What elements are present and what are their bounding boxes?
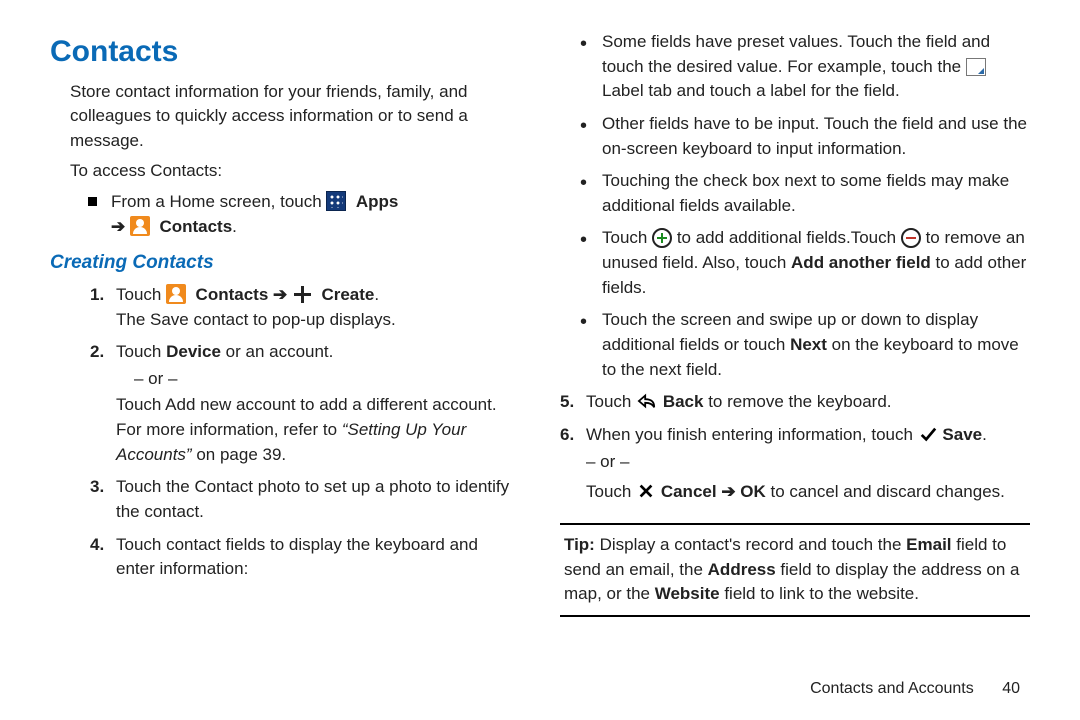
step4-text: Touch contact fields to display the keyb… bbox=[116, 533, 520, 582]
access-label: To access Contacts: bbox=[70, 159, 520, 184]
b1a: Some fields have preset values. Touch th… bbox=[602, 32, 990, 76]
add-field-icon bbox=[652, 228, 672, 248]
bullet-checkbox: Touching the check box next to some fiel… bbox=[580, 169, 1030, 218]
footer-text: Contacts and Accounts bbox=[810, 680, 974, 697]
contacts-icon bbox=[166, 284, 186, 304]
arrow-icon: ➔ bbox=[273, 285, 292, 304]
step6-pre: When you finish entering information, to… bbox=[586, 425, 918, 444]
step6-save: Save bbox=[942, 425, 982, 444]
intro-text: Store contact information for your frien… bbox=[70, 80, 520, 154]
label-icon bbox=[966, 58, 986, 76]
step6-or-post: to cancel and discard changes. bbox=[766, 482, 1005, 501]
apps-icon bbox=[326, 191, 346, 211]
step1-line2: The Save contact to pop-up displays. bbox=[116, 310, 396, 329]
apps-label: Apps bbox=[356, 192, 399, 211]
b3: Touching the check box next to some fiel… bbox=[602, 169, 1030, 218]
step1-pre: Touch bbox=[116, 285, 166, 304]
step2-post: or an account. bbox=[221, 342, 333, 361]
step-6: 6. When you finish entering information,… bbox=[560, 423, 1030, 505]
page-heading: Contacts bbox=[50, 30, 520, 74]
step5-post: to remove the keyboard. bbox=[703, 392, 891, 411]
step6-or-pre: Touch bbox=[586, 482, 636, 501]
or-text: – or – bbox=[586, 450, 1030, 475]
step-2: 2. Touch Device or an account. – or – To… bbox=[90, 340, 520, 467]
b2: Other fields have to be input. Touch the… bbox=[602, 112, 1030, 161]
step-5: 5. Touch Back to remove the keyboard. bbox=[560, 390, 1030, 415]
bullet-preset: Some fields have preset values. Touch th… bbox=[580, 30, 1030, 104]
step-1: 1. Touch Contacts ➔ Create. The Save con… bbox=[90, 283, 520, 332]
access-step: From a Home screen, touch Apps ➔ Contact… bbox=[88, 190, 520, 239]
step1-contacts: Contacts bbox=[196, 285, 269, 304]
tip-website: Website bbox=[655, 584, 720, 603]
step2-device: Device bbox=[166, 342, 221, 361]
tip-email: Email bbox=[906, 535, 951, 554]
check-icon bbox=[918, 425, 938, 443]
b4b: to add additional fields.Touch bbox=[677, 228, 901, 247]
remove-field-icon bbox=[901, 228, 921, 248]
step-4: 4. Touch contact fields to display the k… bbox=[90, 533, 520, 582]
square-bullet-icon bbox=[88, 197, 97, 206]
bullet-input: Other fields have to be input. Touch the… bbox=[580, 112, 1030, 161]
b4-add: Add another field bbox=[791, 253, 931, 272]
step2-line2b: on page 39. bbox=[192, 445, 287, 464]
left-column: Contacts Store contact information for y… bbox=[50, 30, 520, 617]
step-3: 3. Touch the Contact photo to set up a p… bbox=[90, 475, 520, 524]
tip-label: Tip: bbox=[564, 535, 595, 554]
step3-text: Touch the Contact photo to set up a phot… bbox=[116, 475, 520, 524]
tip-d: field to link to the website. bbox=[720, 584, 919, 603]
subheading: Creating Contacts bbox=[50, 249, 520, 277]
back-icon bbox=[636, 392, 658, 410]
step2-pre: Touch bbox=[116, 342, 166, 361]
arrow-icon: ➔ bbox=[721, 482, 740, 501]
b5-next: Next bbox=[790, 335, 827, 354]
arrow-icon: ➔ bbox=[111, 217, 125, 236]
tip-a: Display a contact's record and touch the bbox=[595, 535, 906, 554]
right-column: Some fields have preset values. Touch th… bbox=[560, 30, 1030, 617]
b1b: Label tab and touch a label for the fiel… bbox=[602, 81, 900, 100]
or-text: – or – bbox=[134, 367, 520, 392]
plus-icon bbox=[292, 284, 312, 304]
page-number: 40 bbox=[1002, 680, 1020, 697]
b4a: Touch bbox=[602, 228, 652, 247]
from-home-text: From a Home screen, touch bbox=[111, 192, 326, 211]
tip-address: Address bbox=[708, 560, 776, 579]
bullet-swipe: Touch the screen and swipe up or down to… bbox=[580, 308, 1030, 382]
step5-back: Back bbox=[663, 392, 704, 411]
page-footer: Contacts and Accounts 40 bbox=[810, 680, 1020, 698]
contacts-label: Contacts bbox=[159, 217, 232, 236]
step1-create: Create bbox=[321, 285, 374, 304]
tip-box: Tip: Display a contact's record and touc… bbox=[560, 523, 1030, 617]
bullet-addremove: Touch to add additional fields.Touch to … bbox=[580, 226, 1030, 300]
step5-pre: Touch bbox=[586, 392, 636, 411]
cancel-icon bbox=[636, 482, 656, 500]
contacts-icon bbox=[130, 216, 150, 236]
step6-ok: OK bbox=[740, 482, 766, 501]
step6-cancel: Cancel bbox=[661, 482, 717, 501]
